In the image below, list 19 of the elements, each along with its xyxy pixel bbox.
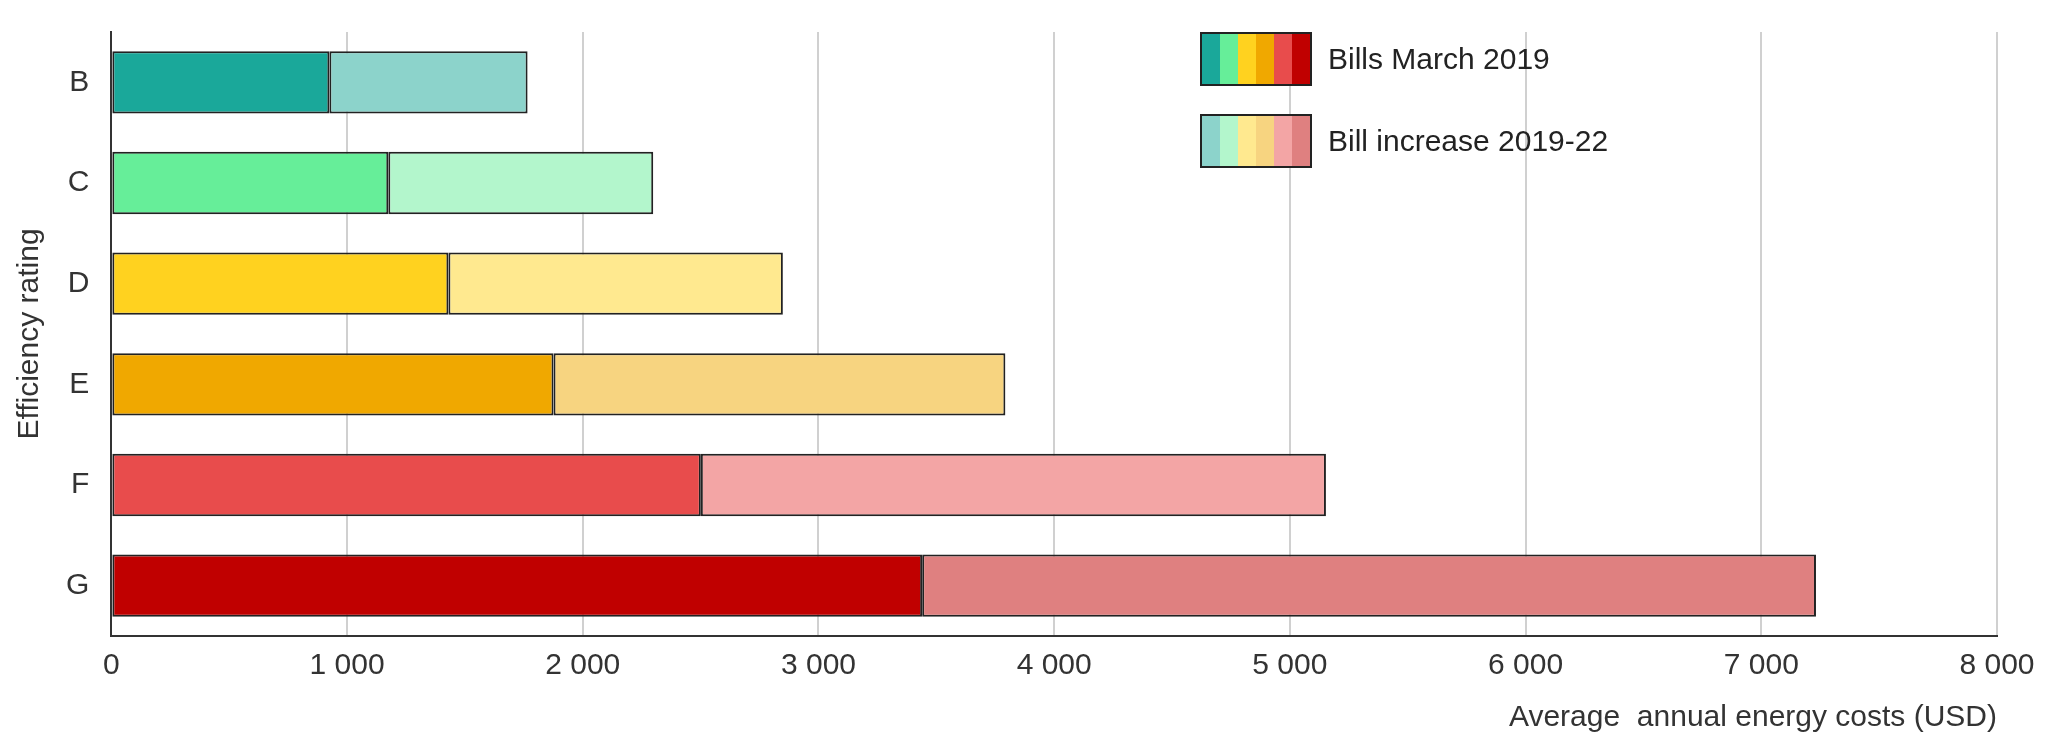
x-tick-label: 7 000 <box>1723 647 1799 681</box>
x-tick-label: 5 000 <box>1252 647 1328 681</box>
y-tick-label: F <box>71 466 90 500</box>
y-axis-title: Efficiency rating <box>11 228 45 440</box>
x-tick-label: 3 000 <box>780 647 856 681</box>
y-tick-label: B <box>69 63 90 97</box>
x-tick-label: 4 000 <box>1016 647 1092 681</box>
y-tick-label: C <box>67 164 90 198</box>
y-tick-label: D <box>67 264 90 298</box>
x-tick-label: 6 000 <box>1488 647 1564 681</box>
x-tick-label: 2 000 <box>545 647 621 681</box>
legend-label: Bills March 2019 <box>1328 42 1550 76</box>
x-tick-label: 1 000 <box>309 647 385 681</box>
y-tick-label: E <box>69 365 90 399</box>
x-axis-title: Average annual energy costs (USD) <box>1508 699 1997 733</box>
legend-label: Bill increase 2019-22 <box>1328 124 1609 158</box>
x-tick-label: 8 000 <box>1959 647 2035 681</box>
x-tick-label: 0 <box>102 647 120 681</box>
y-tick-label: G <box>65 566 90 600</box>
